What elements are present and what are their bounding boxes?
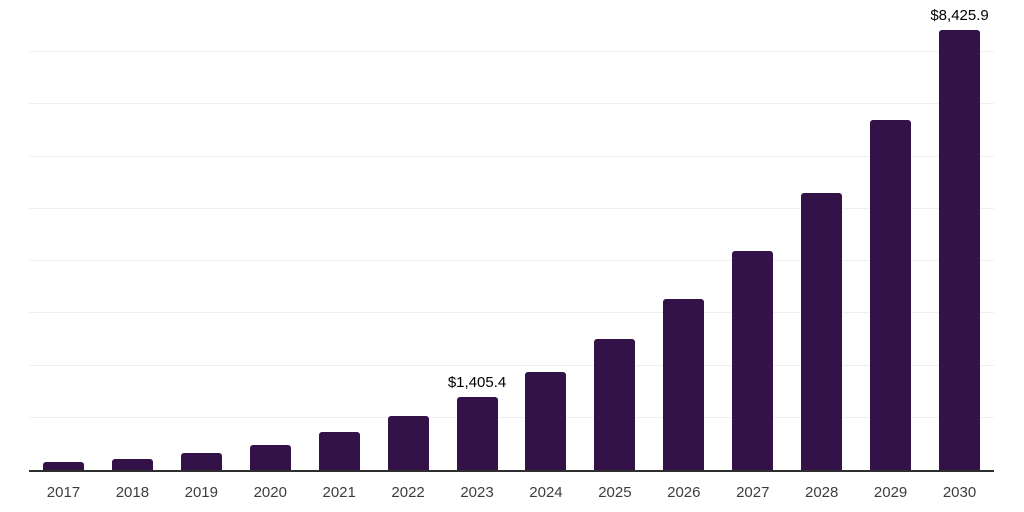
x-tick-label-2018: 2018 [115,484,150,501]
x-tick-label-2022: 2022 [391,484,425,501]
x-tick-label-2024: 2024 [529,484,563,501]
gridline [29,207,994,209]
bar-2021 [318,432,360,470]
gridline [29,260,994,262]
gridline [29,364,994,366]
gridline [29,51,994,53]
gridline [29,155,994,157]
bar-2023 [456,396,498,470]
bar-2018 [111,458,153,470]
bar-2026 [663,298,705,470]
x-tick-label-2020: 2020 [253,484,287,501]
plot-area: $1,405.4 $8,425.9 [29,0,994,472]
bar-2025 [594,339,636,470]
bar-2030 [939,29,981,470]
bar-value-label-2023: $1,405.4 [447,373,507,391]
x-tick-label-2023: 2023 [460,484,494,501]
x-tick-label-2026: 2026 [667,484,701,501]
bar-2020 [249,444,291,470]
bar-2017 [42,462,84,470]
bar-2029 [870,120,912,470]
gridline [29,103,994,105]
x-tick-label-2028: 2028 [804,484,839,501]
x-tick-label-2021: 2021 [322,484,356,501]
x-tick-label-2025: 2025 [598,484,632,501]
x-tick-label-2027: 2027 [736,484,770,501]
bar-value-label-2030: $8,425.9 [930,6,989,24]
bar-2027 [732,250,774,470]
bar-2028 [801,192,843,470]
x-tick-label-2019: 2019 [184,484,218,501]
x-tick-label-2029: 2029 [873,484,908,501]
gridline [29,416,994,418]
bar-2019 [180,452,222,470]
x-tick-label-2030: 2030 [942,484,977,501]
bar-2024 [525,371,567,470]
gridline [29,312,994,314]
bar-2022 [387,416,429,470]
x-tick-label-2017: 2017 [46,484,81,501]
